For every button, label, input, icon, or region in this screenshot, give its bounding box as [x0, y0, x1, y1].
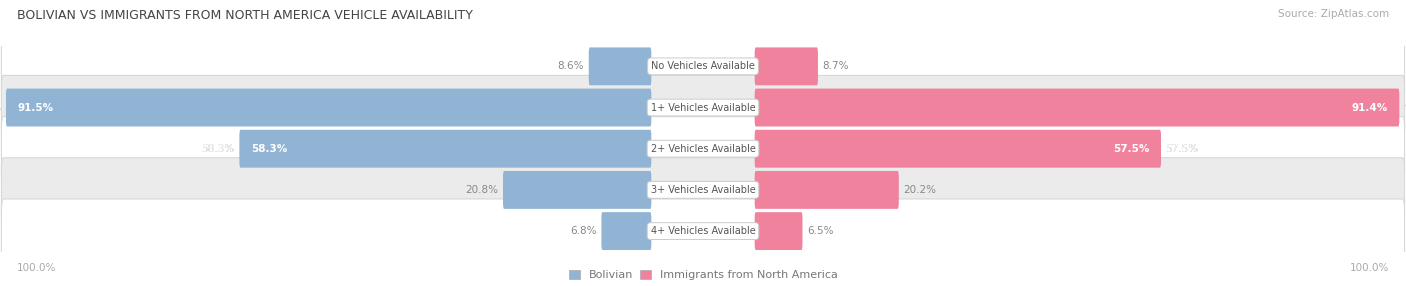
Text: 6.8%: 6.8%: [571, 226, 596, 236]
FancyBboxPatch shape: [1, 117, 1405, 181]
Text: 1+ Vehicles Available: 1+ Vehicles Available: [651, 103, 755, 112]
Text: 100.0%: 100.0%: [1350, 263, 1389, 273]
Legend: Bolivian, Immigrants from North America: Bolivian, Immigrants from North America: [568, 270, 838, 281]
Text: 91.5%: 91.5%: [17, 103, 53, 112]
Text: No Vehicles Available: No Vehicles Available: [651, 61, 755, 71]
Text: 91.4%: 91.4%: [1403, 103, 1406, 112]
Text: 100.0%: 100.0%: [17, 263, 56, 273]
FancyBboxPatch shape: [1, 158, 1405, 222]
FancyBboxPatch shape: [755, 130, 1161, 168]
Text: 58.3%: 58.3%: [201, 144, 235, 154]
Text: 91.4%: 91.4%: [1351, 103, 1388, 112]
Text: 57.5%: 57.5%: [1166, 144, 1199, 154]
Text: 58.3%: 58.3%: [252, 144, 287, 154]
FancyBboxPatch shape: [755, 47, 818, 85]
Text: 20.8%: 20.8%: [465, 185, 499, 195]
FancyBboxPatch shape: [6, 89, 651, 126]
FancyBboxPatch shape: [239, 130, 651, 168]
FancyBboxPatch shape: [1, 34, 1405, 98]
Text: 20.2%: 20.2%: [904, 185, 936, 195]
Text: 8.6%: 8.6%: [558, 61, 585, 71]
Text: Source: ZipAtlas.com: Source: ZipAtlas.com: [1278, 9, 1389, 19]
FancyBboxPatch shape: [589, 47, 651, 85]
FancyBboxPatch shape: [755, 171, 898, 209]
FancyBboxPatch shape: [1, 199, 1405, 263]
Text: 57.5%: 57.5%: [1114, 144, 1150, 154]
Text: 3+ Vehicles Available: 3+ Vehicles Available: [651, 185, 755, 195]
Text: 57.5%: 57.5%: [1166, 144, 1199, 154]
Text: 4+ Vehicles Available: 4+ Vehicles Available: [651, 226, 755, 236]
FancyBboxPatch shape: [755, 212, 803, 250]
FancyBboxPatch shape: [755, 89, 1399, 126]
Text: 8.7%: 8.7%: [823, 61, 849, 71]
Text: 2+ Vehicles Available: 2+ Vehicles Available: [651, 144, 755, 154]
FancyBboxPatch shape: [1, 76, 1405, 140]
Text: 91.4%: 91.4%: [1403, 103, 1406, 112]
Text: 6.5%: 6.5%: [807, 226, 834, 236]
FancyBboxPatch shape: [503, 171, 651, 209]
Text: BOLIVIAN VS IMMIGRANTS FROM NORTH AMERICA VEHICLE AVAILABILITY: BOLIVIAN VS IMMIGRANTS FROM NORTH AMERIC…: [17, 9, 472, 21]
FancyBboxPatch shape: [602, 212, 651, 250]
Text: 58.3%: 58.3%: [201, 144, 235, 154]
